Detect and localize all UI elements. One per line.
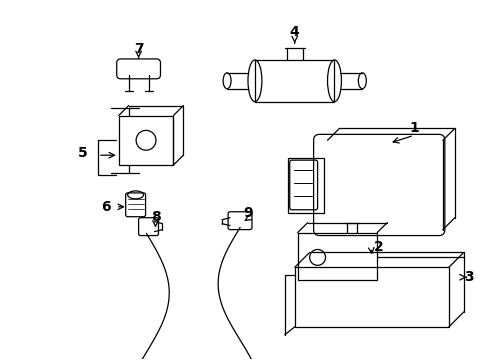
Text: 8: 8 — [150, 210, 160, 224]
Text: 9: 9 — [243, 206, 252, 220]
Text: 3: 3 — [463, 270, 472, 284]
Bar — [287, 158, 323, 213]
Text: 5: 5 — [78, 146, 88, 160]
Text: 1: 1 — [408, 121, 418, 135]
Text: 7: 7 — [134, 42, 143, 56]
Text: 2: 2 — [374, 240, 383, 255]
Text: 6: 6 — [101, 200, 110, 214]
Text: 4: 4 — [289, 25, 299, 39]
Bar — [297, 233, 376, 280]
Bar — [294, 267, 448, 327]
Bar — [119, 116, 173, 165]
Bar — [254, 60, 334, 102]
